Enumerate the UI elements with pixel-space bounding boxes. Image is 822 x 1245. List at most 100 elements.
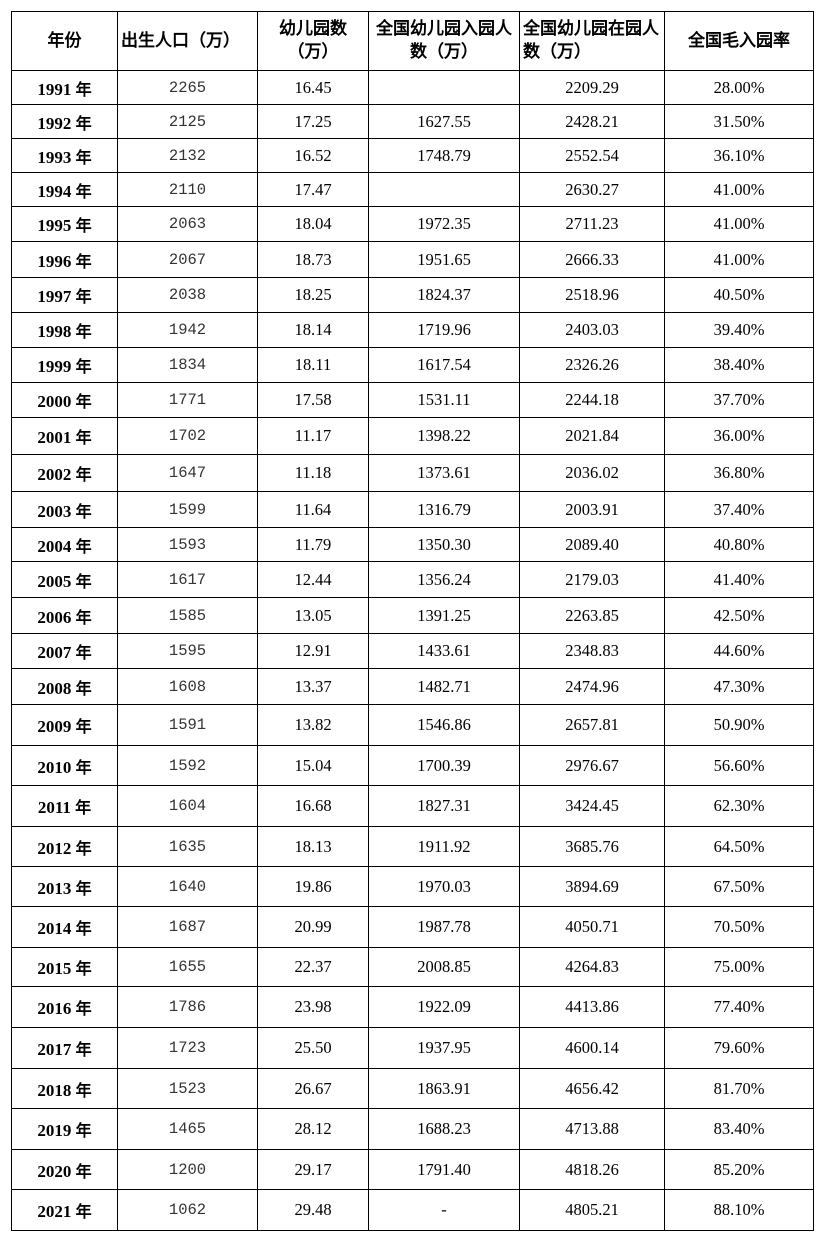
year-suffix: 年: [75, 919, 92, 938]
table-row: 2002 年 1647 11.18 1373.61 2036.02 36.80%: [11, 454, 814, 492]
year-suffix: 年: [75, 798, 92, 817]
cell-birth-population: 1604: [117, 785, 258, 827]
cell-in-school: 2976.67: [519, 745, 665, 786]
cell-birth-population: 1702: [117, 417, 258, 455]
cell-birth-population: 1062: [117, 1189, 258, 1231]
cell-enrollment: [368, 70, 520, 105]
cell-gross-rate: 38.40%: [664, 347, 814, 383]
cell-in-school: 4264.83: [519, 947, 665, 987]
year-suffix: 年: [75, 287, 92, 306]
cell-birth-population: 1617: [117, 561, 258, 598]
cell-year: 1995 年: [11, 206, 118, 242]
cell-in-school: 2036.02: [519, 454, 665, 492]
cell-gross-rate: 67.50%: [664, 866, 814, 907]
table-header: 年份 出生人口（万） 幼儿园数（万） 全国幼儿园入园人数（万） 全国幼儿园在园人…: [11, 11, 814, 71]
cell-birth-population: 1723: [117, 1027, 258, 1069]
year-number: 2002: [37, 465, 72, 484]
cell-enrollment: 1791.40: [368, 1149, 520, 1190]
cell-in-school: 4656.42: [519, 1068, 665, 1109]
table-row: 2005 年 1617 12.44 1356.24 2179.03 41.40%: [11, 561, 814, 598]
cell-enrollment: 1398.22: [368, 417, 520, 455]
year-number: 2009: [37, 717, 72, 736]
cell-enrollment: 1700.39: [368, 745, 520, 786]
year-number: 1991: [37, 79, 72, 99]
cell-birth-population: 1942: [117, 312, 258, 348]
cell-enrollment: 1350.30: [368, 527, 520, 562]
cell-kindergarten-count: 11.17: [257, 417, 369, 455]
cell-birth-population: 1786: [117, 986, 258, 1028]
cell-gross-rate: 56.60%: [664, 745, 814, 786]
year-number: 2014: [37, 919, 72, 938]
cell-in-school: 2179.03: [519, 561, 665, 598]
cell-enrollment: 1688.23: [368, 1108, 520, 1150]
year-suffix: 年: [75, 1121, 92, 1140]
cell-gross-rate: 41.00%: [664, 241, 814, 278]
table-row: 2006 年 1585 13.05 1391.25 2263.85 42.50%: [11, 597, 814, 634]
cell-gross-rate: 40.50%: [664, 277, 814, 313]
table-row: 2012 年 1635 18.13 1911.92 3685.76 64.50%: [11, 826, 814, 867]
cell-enrollment: 1617.54: [368, 347, 520, 383]
table-row: 2009 年 1591 13.82 1546.86 2657.81 50.90%: [11, 704, 814, 746]
year-number: 2008: [37, 678, 72, 698]
cell-enrollment: 1951.65: [368, 241, 520, 278]
year-suffix: 年: [75, 607, 92, 627]
cell-enrollment: 1627.55: [368, 104, 520, 139]
cell-in-school: 3894.69: [519, 866, 665, 907]
cell-kindergarten-count: 16.52: [257, 138, 369, 173]
year-number: 2000: [37, 392, 72, 411]
cell-birth-population: 1635: [117, 826, 258, 867]
cell-birth-population: 1655: [117, 947, 258, 987]
year-suffix: 年: [75, 147, 92, 167]
cell-enrollment: 1863.91: [368, 1068, 520, 1109]
year-number: 1998: [37, 322, 72, 341]
cell-kindergarten-count: 18.13: [257, 826, 369, 867]
cell-gross-rate: 70.50%: [664, 906, 814, 948]
cell-birth-population: 1640: [117, 866, 258, 907]
table-row: 2001 年 1702 11.17 1398.22 2021.84 36.00%: [11, 417, 814, 455]
table-row: 2011 年 1604 16.68 1827.31 3424.45 62.30%: [11, 785, 814, 827]
cell-in-school: 3424.45: [519, 785, 665, 827]
cell-kindergarten-count: 11.18: [257, 454, 369, 492]
year-suffix: 年: [75, 181, 92, 201]
header-in-school: 全国幼儿园在园人数（万）: [519, 11, 665, 71]
cell-in-school: 4805.21: [519, 1189, 665, 1231]
year-number: 2006: [37, 607, 72, 627]
table-row: 2019 年 1465 28.12 1688.23 4713.88 83.40%: [11, 1108, 814, 1150]
cell-gross-rate: 28.00%: [664, 70, 814, 105]
cell-year: 2011 年: [11, 785, 118, 827]
cell-in-school: 2403.03: [519, 312, 665, 348]
year-suffix: 年: [75, 536, 92, 556]
cell-gross-rate: 85.20%: [664, 1149, 814, 1190]
cell-gross-rate: 88.10%: [664, 1189, 814, 1231]
cell-gross-rate: 39.40%: [664, 312, 814, 348]
year-number: 2010: [37, 757, 72, 777]
cell-enrollment: 1391.25: [368, 597, 520, 634]
cell-in-school: 4600.14: [519, 1027, 665, 1069]
cell-gross-rate: 62.30%: [664, 785, 814, 827]
cell-year: 2013 年: [11, 866, 118, 907]
cell-in-school: 3685.76: [519, 826, 665, 867]
year-number: 2015: [37, 959, 72, 978]
cell-year: 2009 年: [11, 704, 118, 746]
cell-kindergarten-count: 28.12: [257, 1108, 369, 1150]
cell-gross-rate: 47.30%: [664, 668, 814, 705]
cell-kindergarten-count: 11.79: [257, 527, 369, 562]
cell-in-school: 2428.21: [519, 104, 665, 139]
cell-gross-rate: 83.40%: [664, 1108, 814, 1150]
year-number: 2017: [37, 1040, 72, 1059]
cell-year: 1994 年: [11, 172, 118, 207]
year-suffix: 年: [75, 999, 92, 1018]
year-suffix: 年: [75, 1161, 92, 1181]
cell-birth-population: 2110: [117, 172, 258, 207]
table-row: 1992 年 2125 17.25 1627.55 2428.21 31.50%: [11, 104, 814, 139]
cell-birth-population: 1585: [117, 597, 258, 634]
cell-enrollment: [368, 172, 520, 207]
cell-in-school: 2666.33: [519, 241, 665, 278]
year-number: 1994: [37, 181, 72, 201]
cell-kindergarten-count: 12.91: [257, 633, 369, 669]
cell-birth-population: 2038: [117, 277, 258, 313]
cell-gross-rate: 36.80%: [664, 454, 814, 492]
cell-enrollment: 1316.79: [368, 491, 520, 528]
cell-kindergarten-count: 22.37: [257, 947, 369, 987]
cell-gross-rate: 36.00%: [664, 417, 814, 455]
